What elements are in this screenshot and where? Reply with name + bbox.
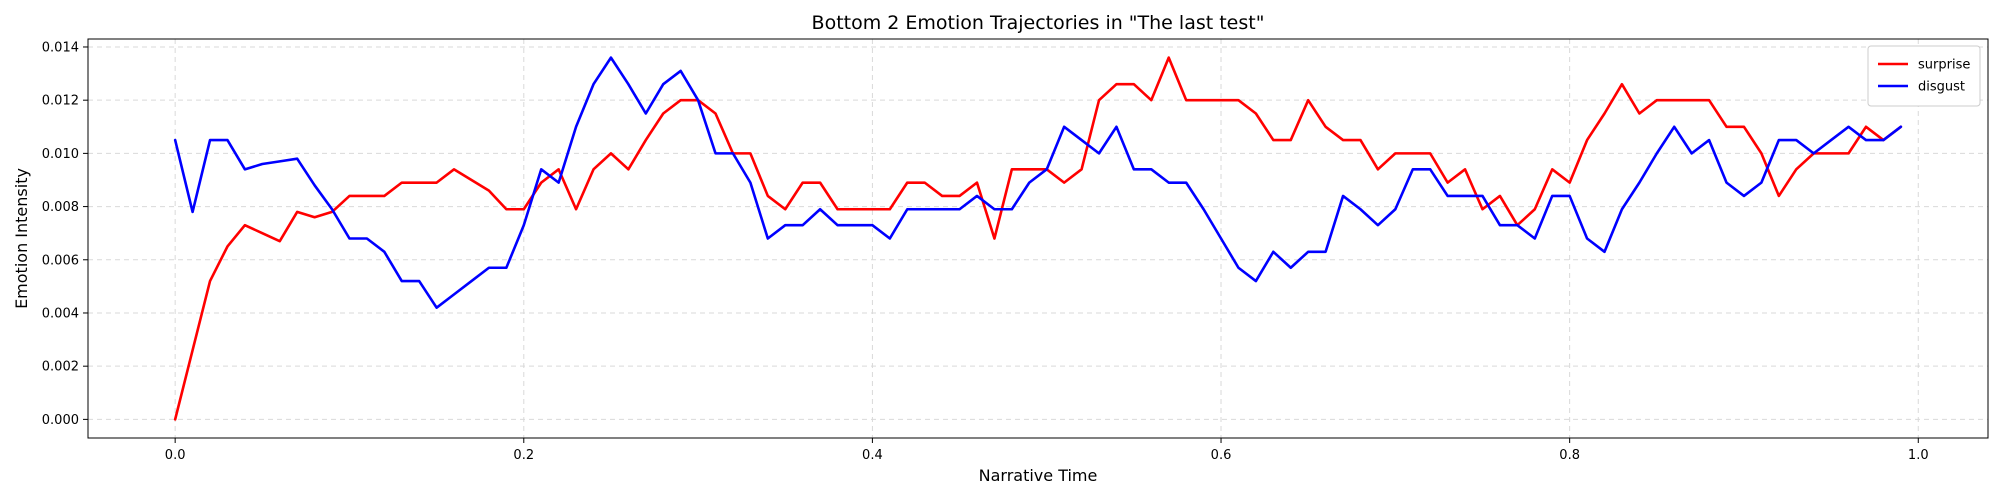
x-axis-title: Narrative Time [979,466,1098,485]
x-tick-label: 0.4 [862,448,883,463]
y-tick-label: 0.010 [42,147,79,162]
legend: surprise disgust [1867,45,1981,107]
y-tick-label: 0.000 [42,413,79,428]
x-tick-label: 0.2 [513,448,534,463]
series-lines [173,56,1903,421]
y-tick-label: 0.014 [42,40,79,55]
y-tick-label: 0.008 [42,200,79,215]
axis-ticks: 0.0 0.2 0.4 0.6 0.8 1.0 0.000 0.002 0.004 0.006 0.… [42,40,1929,463]
legend-label-disgust: disgust [1918,80,1965,95]
legend-label-surprise: surprise [1918,58,1970,73]
x-tick-label: 0.8 [1559,448,1580,463]
y-tick-label: 0.012 [42,94,79,109]
y-axis-title: Emotion Intensity [12,168,31,309]
chart-title: Bottom 2 Emotion Trajectories in "The la… [812,12,1265,34]
x-tick-label: 0.0 [165,448,186,463]
x-tick-label: 0.6 [1211,448,1232,463]
grid [88,39,1988,438]
y-tick-label: 0.004 [42,306,79,321]
series-line-disgust [173,56,1903,309]
plot-area-frame [87,38,1989,439]
y-tick-label: 0.002 [42,360,79,375]
y-tick-label: 0.006 [42,253,79,268]
series-line-surprise [173,56,1903,421]
x-tick-label: 1.0 [1908,448,1929,463]
legend-box [1867,45,1981,107]
